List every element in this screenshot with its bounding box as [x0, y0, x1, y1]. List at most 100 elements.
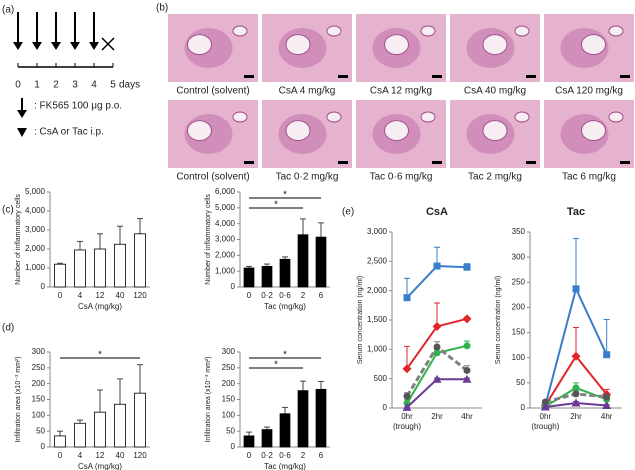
- x-tick-label: 4: [78, 451, 83, 460]
- y-tick-label: 50: [226, 426, 235, 435]
- x-tick-label: 0·6: [279, 451, 291, 460]
- x-tick-note: (trough): [531, 422, 559, 431]
- arrowhead: [17, 128, 27, 137]
- lumen: [581, 34, 606, 56]
- chart-title: Tac: [567, 206, 585, 218]
- lumen: [285, 34, 311, 56]
- marker: [571, 351, 581, 361]
- scale-bar: [432, 161, 442, 164]
- y-tick-label: 4,000: [215, 219, 236, 228]
- x-tick-label: 0hr: [401, 412, 413, 421]
- y-tick-label: 2,500: [367, 256, 388, 265]
- y-tick-label: 200: [32, 379, 46, 388]
- x-tick-label: 120: [133, 451, 147, 460]
- bar: [94, 411, 106, 448]
- image-label: CsA 4 mg/kg: [279, 86, 336, 97]
- y-tick-label: 50: [36, 426, 45, 435]
- x-tick-label: 12: [96, 291, 105, 300]
- x-tick-label: 0: [247, 291, 252, 300]
- y-axis-label: Infiltration area (x10⁻³ mm²): [15, 356, 22, 442]
- marker: [432, 374, 442, 383]
- y-tick-label: 2,000: [25, 244, 46, 253]
- x-tick-label: 0: [58, 291, 63, 300]
- image-label: Control (solvent): [176, 86, 249, 97]
- bar: [134, 392, 146, 448]
- x-tick-label: 40: [116, 291, 125, 300]
- x-tick-label: 0·6: [279, 291, 291, 300]
- scale-bar: [432, 75, 442, 78]
- y-tick-label: 100: [222, 410, 236, 419]
- image-label: CsA 12 mg/kg: [370, 86, 432, 97]
- lumen: [384, 120, 409, 142]
- x-tick-label: 4: [78, 291, 83, 300]
- x-tick-label: 2: [301, 451, 306, 460]
- marker: [403, 392, 411, 400]
- timeline-tick-label: 3: [72, 80, 78, 91]
- marker: [540, 402, 550, 411]
- timeline-tick-label: 4: [91, 80, 97, 91]
- image-label: Tac 2 mg/kg: [468, 172, 522, 183]
- bar: [297, 234, 309, 288]
- bar: [114, 403, 126, 448]
- lumen: [514, 25, 530, 37]
- arrowhead: [17, 110, 27, 118]
- timeline-tick-label: 0: [15, 80, 21, 91]
- end-mark: [101, 37, 115, 51]
- panel-label: (e): [342, 207, 354, 218]
- marker: [572, 390, 580, 398]
- lumen: [187, 120, 212, 142]
- bar: [54, 263, 66, 288]
- marker: [403, 294, 411, 302]
- bar: [315, 388, 327, 448]
- x-tick-label: 0: [247, 451, 252, 460]
- significance-label: *: [274, 200, 278, 211]
- x-axis-label: Tac (mg/kg): [264, 302, 306, 311]
- y-axis-label: Serum concentration (ng/ml): [495, 276, 502, 364]
- x-tick-label: 4hr: [461, 412, 473, 421]
- scale-bar: [338, 75, 348, 78]
- scale-bar: [244, 161, 254, 164]
- bar: [114, 243, 126, 288]
- y-axis-label: Number of inflammatory cells: [15, 194, 22, 285]
- bar: [74, 422, 86, 448]
- marker: [462, 314, 472, 324]
- scale-bar: [620, 161, 630, 164]
- legend-label: : CsA or Tac i.p.: [34, 127, 104, 138]
- y-tick-label: 100: [512, 353, 526, 362]
- marker: [463, 366, 471, 374]
- y-tick-label: 150: [222, 395, 236, 404]
- lumen: [482, 120, 508, 142]
- arrowhead: [89, 42, 99, 50]
- y-tick-label: 0: [41, 442, 46, 451]
- x-axis-label: CsA (mg/kg): [78, 462, 122, 470]
- x-tick-label: 40: [116, 451, 125, 460]
- scale-bar: [338, 161, 348, 164]
- marker: [572, 384, 580, 392]
- image-label: Tac 6 mg/kg: [562, 172, 616, 183]
- marker: [602, 400, 612, 409]
- y-tick-label: 3,000: [367, 227, 388, 236]
- bar: [261, 429, 273, 448]
- marker: [463, 263, 471, 271]
- x-tick-label: 4hr: [601, 412, 613, 421]
- y-tick-label: 200: [512, 303, 526, 312]
- arrowhead: [32, 42, 42, 50]
- bar: [315, 236, 327, 288]
- marker: [603, 351, 611, 359]
- lumen: [232, 111, 248, 123]
- panel-label: (c): [2, 205, 14, 216]
- y-tick-label: 300: [222, 347, 236, 356]
- bar: [261, 266, 273, 288]
- legend-label: : FK565 100 μg p.o.: [34, 101, 122, 112]
- lumen: [285, 120, 311, 142]
- marker: [571, 398, 581, 407]
- y-tick-label: 350: [512, 227, 526, 236]
- y-tick-label: 1,000: [367, 344, 388, 353]
- arrowhead: [13, 42, 23, 50]
- marker: [433, 343, 441, 351]
- y-tick-label: 6,000: [215, 187, 236, 196]
- image-label: CsA 120 mg/kg: [555, 86, 623, 97]
- scale-bar: [526, 75, 536, 78]
- bar: [74, 249, 86, 288]
